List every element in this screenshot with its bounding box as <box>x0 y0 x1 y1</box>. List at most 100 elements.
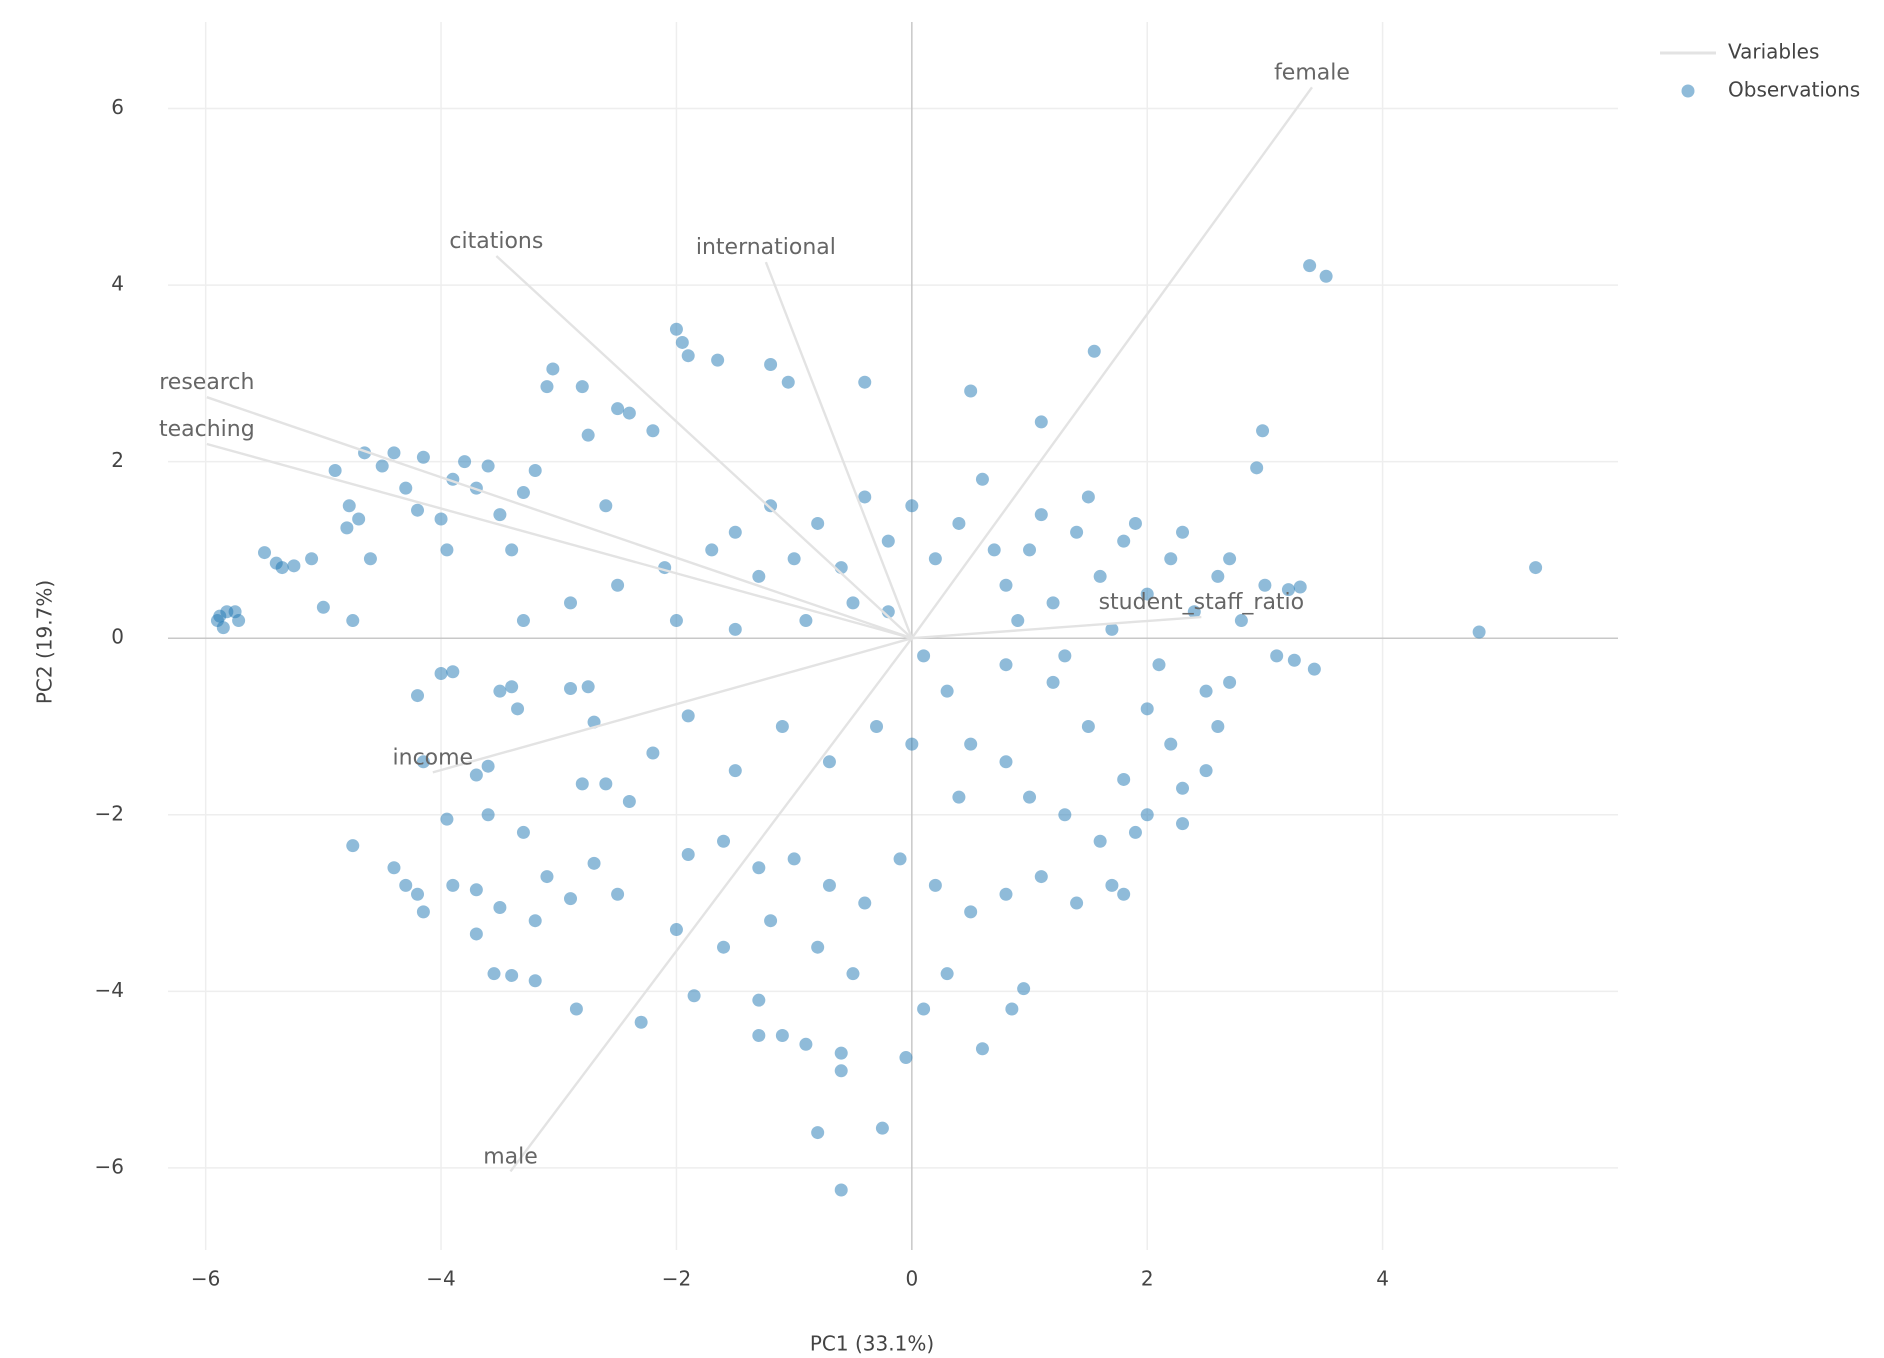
observation-point <box>1105 878 1119 892</box>
observation-point <box>681 349 695 363</box>
observation-point <box>1105 622 1119 636</box>
observation-point <box>458 455 472 469</box>
observation-point <box>669 322 683 336</box>
observation-point <box>905 737 919 751</box>
observation-point <box>1070 525 1084 539</box>
observation-point <box>687 989 701 1003</box>
variable-label: research <box>159 370 254 395</box>
observation-point <box>1293 580 1307 594</box>
observation-point <box>511 702 525 716</box>
observation-point <box>540 380 554 394</box>
observation-point <box>1211 719 1225 733</box>
observation-point <box>999 755 1013 769</box>
observation-point <box>917 1002 931 1016</box>
observation-point <box>822 755 836 769</box>
observation-point <box>416 450 430 464</box>
variable-label: income <box>393 745 474 770</box>
observation-point <box>232 614 246 628</box>
observation-point <box>928 878 942 892</box>
observation-point <box>781 375 795 389</box>
observation-point <box>493 900 507 914</box>
zero-lines <box>168 22 1618 1250</box>
observation-point <box>1081 719 1095 733</box>
observation-point <box>1058 649 1072 663</box>
observation-point <box>799 1037 813 1051</box>
observation-point <box>342 499 356 513</box>
observation-point <box>622 795 636 809</box>
observation-point <box>1303 259 1317 273</box>
observation-point <box>775 1028 789 1042</box>
observation-point <box>1187 605 1201 619</box>
observation-point <box>1270 649 1284 663</box>
observation-point <box>752 993 766 1007</box>
observation-point <box>1211 569 1225 583</box>
x-axis-title: PC1 (33.1%) <box>810 1332 934 1356</box>
observation-point <box>875 1121 889 1135</box>
observation-point <box>1034 508 1048 522</box>
observation-point <box>952 516 966 530</box>
observation-point <box>1256 424 1270 438</box>
observation-point <box>546 362 560 376</box>
variable-label: student_staff_ratio <box>1099 590 1305 615</box>
observation-point <box>434 667 448 681</box>
observation-point <box>1081 490 1095 504</box>
observation-point <box>811 1126 825 1140</box>
observation-point <box>834 1183 848 1197</box>
observation-point <box>1258 578 1272 592</box>
observation-point <box>287 559 301 573</box>
observation-point <box>1023 543 1037 557</box>
observation-point <box>469 883 483 897</box>
x-tick-label: 0 <box>905 1267 918 1291</box>
observation-point <box>1093 569 1107 583</box>
observation-point <box>1005 1002 1019 1016</box>
y-tick-label: −4 <box>95 978 124 1002</box>
observation-point <box>528 463 542 477</box>
observation-point <box>1128 516 1142 530</box>
observation-point <box>328 463 342 477</box>
observation-point <box>587 856 601 870</box>
x-tick-label: −6 <box>191 1267 220 1291</box>
observation-point <box>1176 781 1190 795</box>
observation-point <box>346 614 360 628</box>
observation-point <box>1234 614 1248 628</box>
observation-point <box>834 1046 848 1060</box>
variable-vector <box>495 255 913 640</box>
observation-point <box>540 870 554 884</box>
observation-point <box>822 878 836 892</box>
variable-vector <box>432 637 913 774</box>
observation-point <box>387 446 401 460</box>
observation-point <box>275 561 289 575</box>
observation-point <box>481 759 495 773</box>
observation-point <box>220 605 234 619</box>
observation-point <box>675 335 689 349</box>
variable-label: male <box>483 1144 538 1169</box>
variable-label: international <box>696 235 836 260</box>
observation-point <box>870 719 884 733</box>
observation-point <box>1152 658 1166 672</box>
observation-point <box>646 424 660 438</box>
observation-point <box>681 847 695 861</box>
observation-point <box>728 525 742 539</box>
observation-point <box>516 486 530 500</box>
observation-point <box>764 499 778 513</box>
observation-point <box>1093 834 1107 848</box>
y-tick-label: 2 <box>111 448 124 472</box>
observation-point <box>416 755 430 769</box>
observation-point <box>446 665 460 679</box>
observation-point <box>1223 675 1237 689</box>
observation-point <box>611 887 625 901</box>
observation-point <box>564 892 578 906</box>
variable-vector <box>911 615 1202 640</box>
observation-point <box>717 940 731 954</box>
observation-point <box>528 914 542 928</box>
observation-point <box>434 512 448 526</box>
observation-point <box>1058 808 1072 822</box>
legend-label: Variables <box>1728 40 1819 64</box>
observation-point <box>469 768 483 782</box>
observation-point <box>940 967 954 981</box>
observation-point <box>516 614 530 628</box>
observation-point <box>975 1042 989 1056</box>
observation-point <box>1023 790 1037 804</box>
observation-point <box>611 578 625 592</box>
